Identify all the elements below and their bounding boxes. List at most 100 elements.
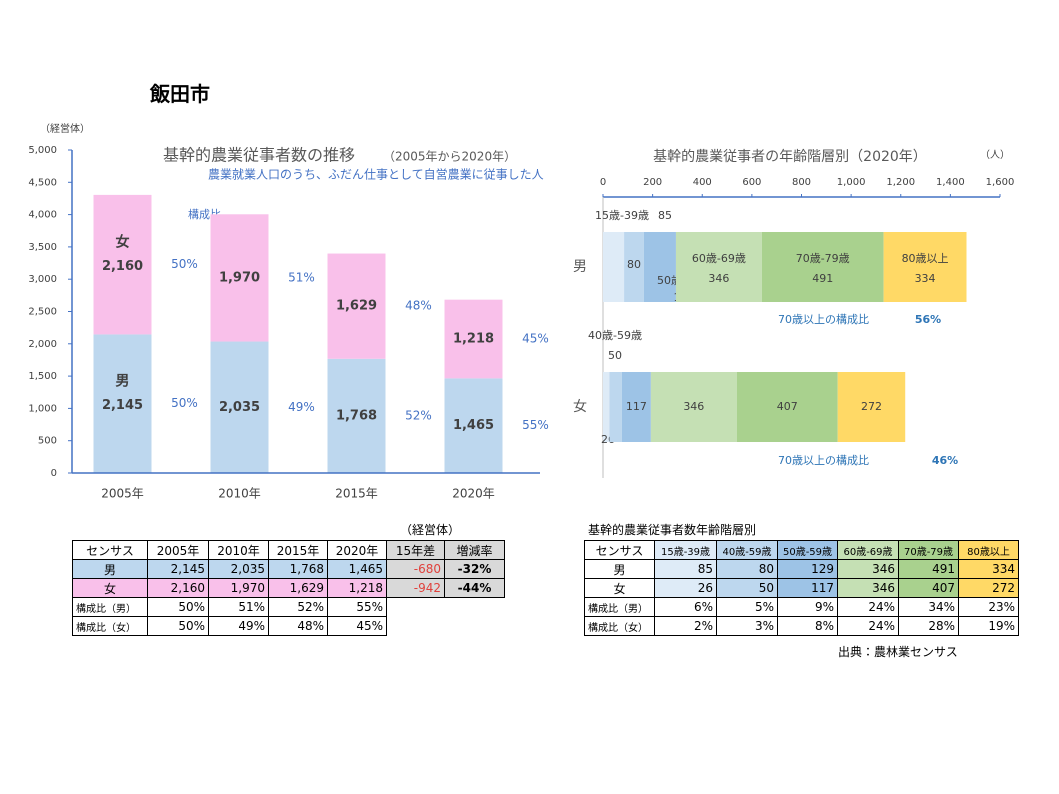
share-label: 52% [405, 408, 432, 422]
cell: 1,465 [327, 559, 387, 579]
bar-segment [621, 372, 651, 442]
cell: 334 [958, 559, 1019, 579]
y-tick-label: 2,500 [28, 307, 57, 318]
x-tick-label: 1,200 [886, 177, 915, 188]
share-label: 48% [405, 299, 432, 313]
table-row: 男 2,145 2,035 1,768 1,465 -680 -32% [72, 559, 505, 579]
cell: 346 [837, 578, 899, 598]
bar-segment [327, 358, 386, 473]
header-cell: 40歳-59歳 [716, 540, 778, 560]
y-tick-label: 4,000 [28, 210, 57, 221]
header-cell: 2015年 [268, 540, 328, 560]
source: 出典：農林業センサス [838, 645, 958, 659]
value-label: 272 [861, 400, 882, 413]
header-cell: 2005年 [147, 540, 209, 560]
cell: -942 [386, 578, 445, 598]
y-axis-label: （経営体） [40, 124, 90, 135]
x-tick-label: 1,000 [837, 177, 866, 188]
header-cell: 80歳以上 [958, 540, 1019, 560]
table-row: 構成比（男） 50% 51% 52% 55% [72, 597, 505, 617]
series-name: 女 [116, 234, 130, 251]
y-tick-label: 5,000 [28, 145, 57, 156]
share-label: 50% [171, 396, 198, 410]
bar-segment [93, 334, 152, 473]
cell: 男 [72, 559, 148, 579]
header-cell: 50歳-59歳 [777, 540, 838, 560]
chart-subtitle: （2005年から2020年） [383, 150, 516, 164]
value-label: 85 [658, 209, 672, 222]
cell: -44% [444, 578, 505, 598]
bar-segment [650, 372, 737, 442]
cell: 9% [777, 597, 838, 617]
table-row: 構成比（女） 50% 49% 48% 45% [72, 616, 505, 636]
share-note: 70歳以上の構成比 [778, 313, 869, 326]
bar-segment [603, 372, 610, 442]
bar-segment [603, 232, 625, 302]
value-label: 50 [608, 349, 622, 362]
cell: 1,218 [327, 578, 387, 598]
cell: 構成比（男） [584, 597, 655, 617]
cell: 2,145 [147, 559, 209, 579]
cell: 2,160 [147, 578, 209, 598]
bar-segment [93, 194, 152, 335]
y-tick-label: 2,000 [28, 339, 57, 350]
y-tick-label: 3,000 [28, 274, 57, 285]
share-value: 46% [932, 454, 958, 467]
x-tick-label: 1,400 [936, 177, 965, 188]
cell: 1,970 [208, 578, 269, 598]
series-label: 15歳-39歳 [595, 209, 649, 222]
bar-segment [643, 232, 676, 302]
share-value: 56% [915, 313, 941, 326]
series-name: 男 [116, 374, 130, 390]
cell: -680 [386, 559, 445, 579]
cell: 491 [898, 559, 959, 579]
bar-segment [624, 232, 644, 302]
share-note: 70歳以上の構成比 [778, 454, 869, 467]
bar-segment [837, 372, 906, 442]
y-tick-label: 4,500 [28, 177, 57, 188]
value-label: 2,145 [102, 398, 143, 413]
header-cell: 15歳-39歳 [654, 540, 717, 560]
cell: 52% [268, 597, 328, 617]
share-label: 49% [288, 400, 315, 414]
cell: 50 [716, 578, 778, 598]
category-label: 女 [573, 399, 587, 415]
share-label: 51% [288, 270, 315, 284]
cell: 24% [837, 597, 899, 617]
page-title: 飯田市 [150, 82, 210, 106]
x-tick-label: 0 [600, 177, 606, 188]
cell: 28% [898, 616, 959, 636]
x-tick-label: 2020年 [452, 487, 495, 501]
cell: -32% [444, 559, 505, 579]
cell: 24% [837, 616, 899, 636]
charts: 基幹的農業従事者数の推移 （2005年から2020年） 農業就業人口のうち、ふだん仕… [28, 145, 1014, 501]
x-tick-label: 200 [643, 177, 662, 188]
cell: 構成比（女） [72, 616, 148, 636]
cell: 構成比（男） [72, 597, 148, 617]
x-tick-label: 2015年 [335, 487, 378, 501]
y-tick-label: 1,500 [28, 371, 57, 382]
bar-segment [210, 214, 269, 342]
cell: 2% [654, 616, 717, 636]
share-label: 45% [522, 332, 549, 346]
chart-title: 基幹的農業従事者数の推移 [163, 146, 355, 165]
cell: 117 [777, 578, 838, 598]
cell: 80 [716, 559, 778, 579]
bar-segment [675, 232, 762, 302]
bar-segment [761, 232, 884, 302]
y-tick-label: 500 [38, 436, 57, 447]
y-tick-label: 0 [51, 468, 57, 479]
x-tick-label: 600 [742, 177, 761, 188]
cell: 51% [208, 597, 269, 617]
cell: 26 [654, 578, 717, 598]
cell: 85 [654, 559, 717, 579]
value-label: 334 [915, 272, 936, 285]
value-label: 117 [626, 400, 647, 413]
cell: 女 [584, 578, 655, 598]
cell: 272 [958, 578, 1019, 598]
bar-segment [327, 253, 386, 359]
share-label: 55% [522, 418, 549, 432]
table-row: センサス 15歳-39歳 40歳-59歳 50歳-59歳 60歳-69歳 70歳-79歳 8… [584, 540, 1019, 560]
